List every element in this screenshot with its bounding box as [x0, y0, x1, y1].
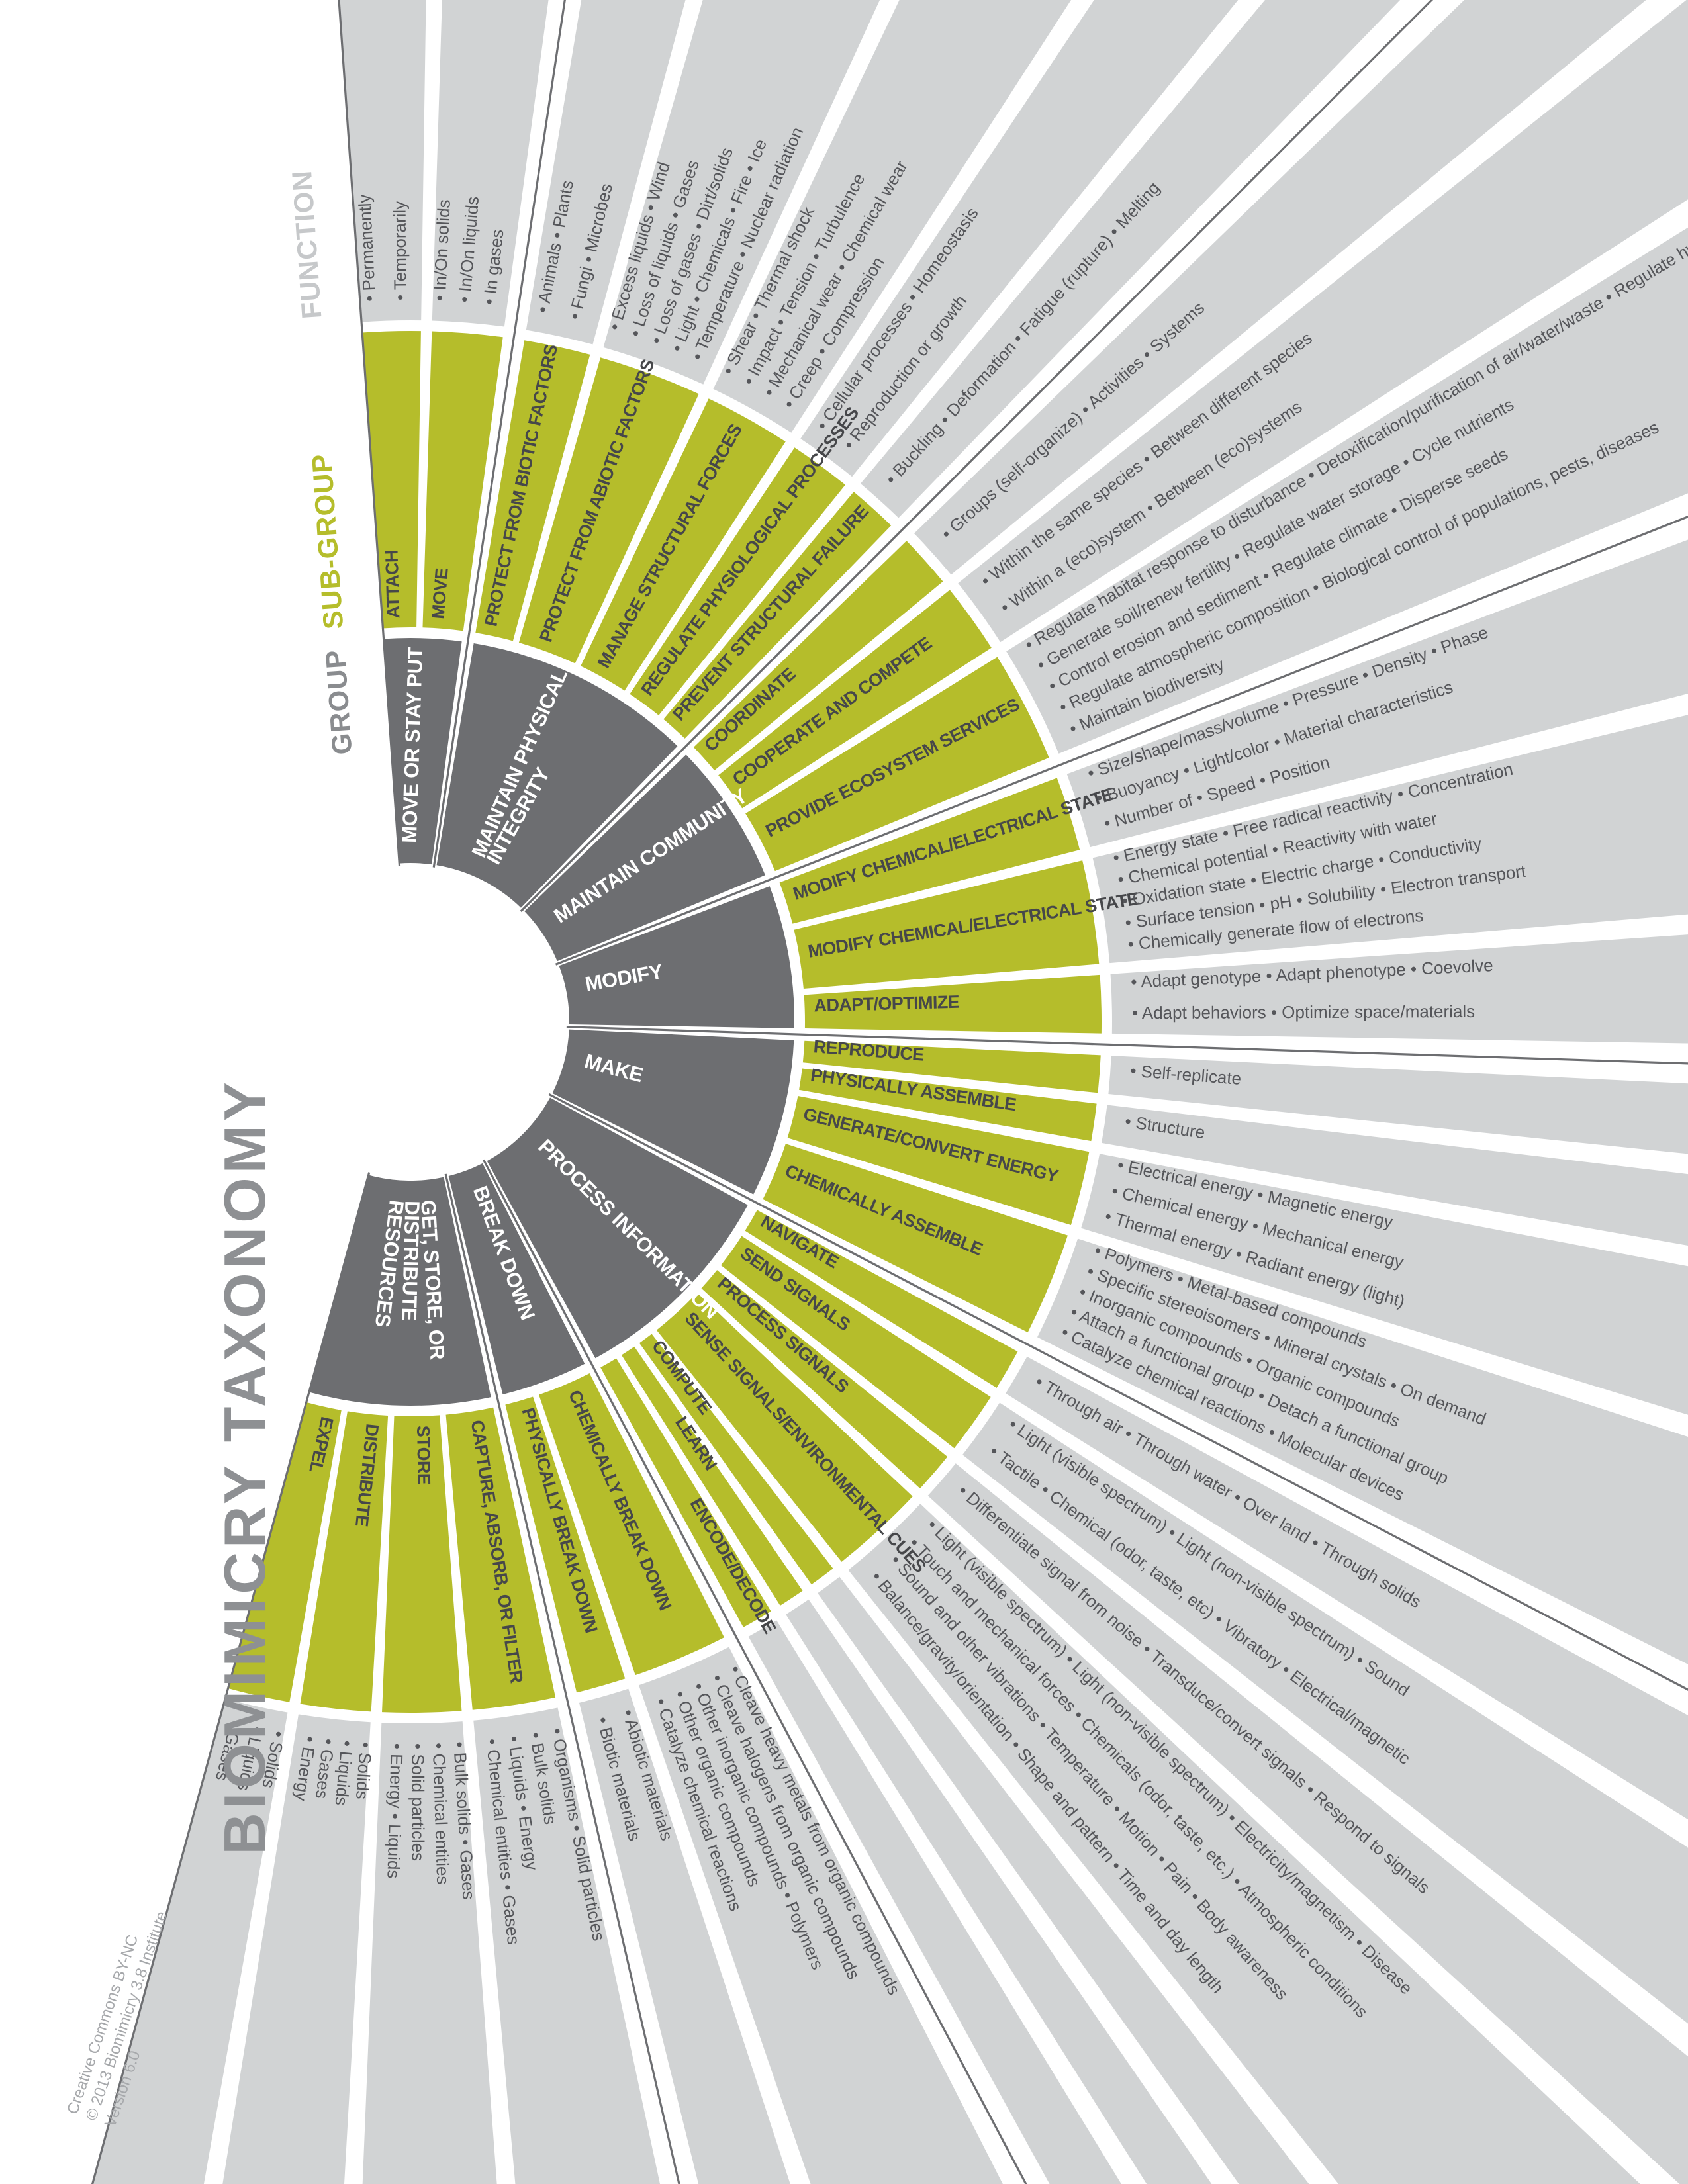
subgroup-wedge [630, 447, 845, 715]
function-text-line: • Chemical entities [429, 1743, 453, 1885]
subgroup-wedge [718, 590, 992, 809]
group-divider-line [338, 0, 401, 866]
function-wedge [914, 0, 1646, 575]
function-wedge [962, 1402, 1688, 2024]
function-text-line: • Temporarily [390, 201, 410, 300]
subgroup-wedge [779, 778, 1080, 924]
function-wedge [1006, 227, 1688, 754]
function-wedge [473, 1707, 661, 2184]
function-wedge [1066, 539, 1688, 848]
function-wedge [1037, 1238, 1688, 1664]
subgroup-wedge [600, 1358, 771, 1627]
subgroup-wedge [720, 1236, 991, 1449]
subgroup-label: ATTACH [382, 550, 404, 619]
function-wedge [1006, 1356, 1688, 1820]
function-wedge [92, 1698, 288, 2184]
group-divider-line [91, 1172, 371, 2184]
function-wedge [786, 1599, 1212, 2184]
function-wedge [222, 1714, 371, 2184]
function-wedge [339, 0, 426, 322]
subgroup-label: STORE [413, 1426, 434, 1485]
group-label: DISTRIBUTE [397, 1201, 424, 1322]
subgroup-wedge [804, 974, 1102, 1034]
group-divider-line [548, 1093, 1688, 1691]
subgroup-wedge [445, 1407, 556, 1710]
function-wedge [526, 0, 686, 345]
group-divider-line [566, 1026, 1688, 1065]
subgroup-wedge [505, 1396, 626, 1693]
group-wedge [383, 638, 462, 865]
function-text-line: • Energy • Liquids [383, 1743, 406, 1878]
function-wedge [800, 0, 1239, 477]
subgroup-wedge [475, 340, 590, 641]
subgroup-wedge [802, 1040, 1101, 1093]
subgroup-label: ADAPT/OPTIMIZE [814, 992, 959, 1016]
function-wedge [713, 0, 1071, 433]
subgroup-wedge [763, 1144, 1068, 1333]
function-text-line: • Solids [352, 1741, 376, 1800]
function-wedge [1081, 1154, 1688, 1415]
group-wedge [487, 1097, 748, 1359]
group-wedge [308, 1175, 491, 1406]
function-wedge [848, 1504, 1640, 2184]
function-wedge [1102, 1105, 1688, 1246]
subgroup-wedge [422, 331, 503, 631]
poster-title: BIOMIMICRY TAXONOMY [212, 1078, 277, 1854]
function-wedge [927, 1463, 1688, 2184]
subgroup-wedge [228, 1402, 342, 1702]
subgroup-wedge [701, 1270, 948, 1489]
subgroup-wedge [518, 357, 699, 664]
group-wedge [552, 1029, 794, 1195]
subgroup-wedge [745, 1210, 1018, 1388]
function-text-line: • In/On solids [430, 199, 454, 302]
function-wedge [639, 1647, 1003, 2184]
group-divider-line [483, 1159, 1027, 2184]
function-wedge [1092, 715, 1688, 964]
function-wedge [748, 1620, 1121, 2184]
function-wedge [958, 0, 1688, 643]
function-wedge [432, 0, 549, 327]
subgroup-wedge [693, 541, 943, 771]
subgroup-ring-label: SUB-GROUP [306, 453, 349, 630]
subgroup-wedge [799, 1068, 1097, 1142]
subgroup-wedge [539, 1373, 725, 1676]
function-wedge [579, 1688, 790, 2184]
group-wedge [448, 1163, 585, 1394]
group-divider-line [555, 515, 1688, 966]
subgroup-wedge [656, 1293, 913, 1562]
group-ring-label: GROUP [320, 649, 358, 756]
subgroup-wedge [787, 1096, 1090, 1225]
subgroup-label: MOVE [428, 567, 451, 619]
subgroup-wedge [794, 860, 1100, 989]
subgroup-wedge [581, 398, 786, 691]
function-wedge [603, 0, 880, 385]
subgroup-wedge [621, 1346, 803, 1606]
subgroup-wedge [745, 657, 1049, 872]
group-wedge [524, 754, 765, 962]
function-wedge [1110, 934, 1688, 1044]
function-ring-label: FUNCTION [286, 169, 328, 320]
function-text-line: • Solid particles [408, 1743, 428, 1861]
function-wedge [818, 1576, 1309, 2184]
group-divider-line [444, 1173, 680, 2184]
subgroup-wedge [382, 1415, 462, 1713]
subgroup-wedge [362, 330, 421, 629]
group-wedge [559, 886, 795, 1028]
subgroup-wedge [663, 492, 892, 739]
function-wedge [860, 0, 1401, 518]
subgroup-wedge [300, 1411, 389, 1712]
function-text-line: • Adapt behaviors • Optimize space/mater… [1132, 1001, 1475, 1023]
group-wedge [436, 643, 678, 908]
group-divider-line [520, 0, 1434, 913]
group-divider-line [432, 0, 566, 868]
function-wedge [1108, 1056, 1688, 1154]
subgroup-wedge [639, 1334, 833, 1585]
function-wedge [362, 1721, 497, 2184]
